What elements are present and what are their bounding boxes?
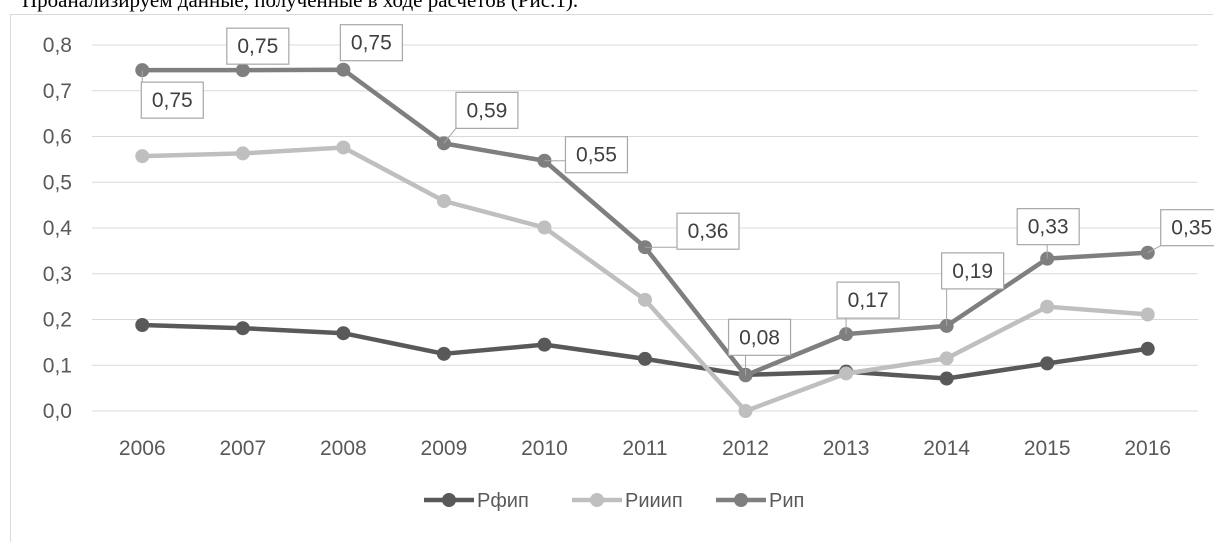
data-point xyxy=(336,326,351,341)
data-label-box xyxy=(941,252,1005,290)
legend-marker xyxy=(442,493,456,507)
data-label-box xyxy=(564,136,629,174)
data-label: 0,59 xyxy=(443,91,519,144)
data-point xyxy=(235,321,250,336)
data-label-text: 0,75 xyxy=(152,89,193,112)
y-tick-label: 0,0 xyxy=(43,400,72,423)
data-point xyxy=(537,220,552,235)
data-label: 0,75 xyxy=(140,70,204,119)
y-tick-label: 0,3 xyxy=(43,263,72,286)
data-point xyxy=(436,346,451,361)
legend-label: Рип xyxy=(769,490,804,512)
legend-item: Рииип xyxy=(572,490,683,512)
data-point xyxy=(1140,341,1155,356)
data-point xyxy=(336,140,351,155)
data-label-text: 0,17 xyxy=(848,289,889,312)
x-tick-label: 2009 xyxy=(421,437,468,460)
data-label: 0,35 xyxy=(1147,209,1214,254)
data-label-text: 0,19 xyxy=(952,260,993,283)
x-tick-label: 2010 xyxy=(521,437,568,460)
data-point xyxy=(537,337,552,352)
legend-label: Рфип xyxy=(477,490,529,512)
data-point xyxy=(1040,356,1055,371)
data-label-text: 0,35 xyxy=(1171,217,1212,240)
data-point xyxy=(1040,299,1055,314)
y-tick-label: 0,8 xyxy=(43,34,72,57)
x-tick-label: 2008 xyxy=(320,437,367,460)
leader-line xyxy=(1147,245,1161,254)
data-label-text: 0,33 xyxy=(1028,216,1069,239)
x-tick-label: 2016 xyxy=(1124,437,1171,460)
data-label-box xyxy=(1016,208,1080,246)
data-label-box xyxy=(226,27,290,65)
series-2 xyxy=(135,140,1155,418)
data-label: 0,75 xyxy=(226,27,290,65)
data-label-box xyxy=(676,212,740,250)
data-point xyxy=(1140,307,1155,322)
data-point xyxy=(135,149,150,164)
data-label: 0,75 xyxy=(339,24,403,62)
legend-label: Рииип xyxy=(625,490,683,512)
data-label: 0,08 xyxy=(727,318,792,376)
data-point xyxy=(436,194,451,209)
x-tick-label: 2015 xyxy=(1024,437,1071,460)
y-tick-label: 0,2 xyxy=(43,309,72,332)
data-label-text: 0,59 xyxy=(466,99,507,122)
legend-marker xyxy=(590,493,604,507)
data-point xyxy=(638,351,652,366)
data-label-text: 0,75 xyxy=(351,32,392,55)
x-tick-label: 2014 xyxy=(923,437,970,460)
data-label-text: 0,55 xyxy=(576,144,617,167)
data-point xyxy=(135,317,150,332)
data-label-text: 0,36 xyxy=(688,220,729,243)
data-point xyxy=(738,404,753,418)
data-point xyxy=(939,351,954,366)
data-label-text: 0,75 xyxy=(237,35,278,58)
data-label-box xyxy=(1160,209,1214,247)
legend-marker xyxy=(734,493,748,507)
y-tick-label: 0,5 xyxy=(43,171,72,194)
data-point xyxy=(939,371,954,386)
data-label: 0,36 xyxy=(645,212,740,250)
caption-text: Проанализируем данные, полученные в ходе… xyxy=(22,0,579,12)
data-point xyxy=(1140,245,1155,260)
data-label: 0,17 xyxy=(836,281,900,335)
y-tick-label: 0,4 xyxy=(43,217,73,240)
data-label-box xyxy=(727,318,792,356)
data-label-box xyxy=(836,281,900,319)
leader-line xyxy=(443,128,457,144)
chart-frame xyxy=(10,14,1213,542)
series-3 xyxy=(135,62,1155,383)
y-tick-label: 0,6 xyxy=(43,126,72,149)
data-point xyxy=(235,63,250,78)
x-tick-label: 2011 xyxy=(622,437,667,460)
data-point xyxy=(235,146,250,161)
legend-item: Рфип xyxy=(424,490,529,512)
x-tick-label: 2012 xyxy=(722,437,769,460)
x-tick-label: 2006 xyxy=(119,437,166,460)
data-label: 0,55 xyxy=(544,136,629,174)
data-label-box xyxy=(140,81,204,119)
data-label-box xyxy=(339,24,403,62)
legend-item: Рип xyxy=(716,490,804,512)
data-point xyxy=(839,366,854,381)
y-tick-label: 0,7 xyxy=(43,80,72,103)
data-label: 0,33 xyxy=(1016,208,1080,259)
data-label-box xyxy=(455,91,519,129)
x-tick-label: 2007 xyxy=(219,437,266,460)
x-tick-label: 2013 xyxy=(823,437,870,460)
y-tick-label: 0,1 xyxy=(43,354,72,377)
data-label-text: 0,08 xyxy=(739,326,780,349)
data-point xyxy=(638,292,652,307)
data-point xyxy=(336,62,351,77)
data-label: 0,19 xyxy=(941,252,1005,326)
